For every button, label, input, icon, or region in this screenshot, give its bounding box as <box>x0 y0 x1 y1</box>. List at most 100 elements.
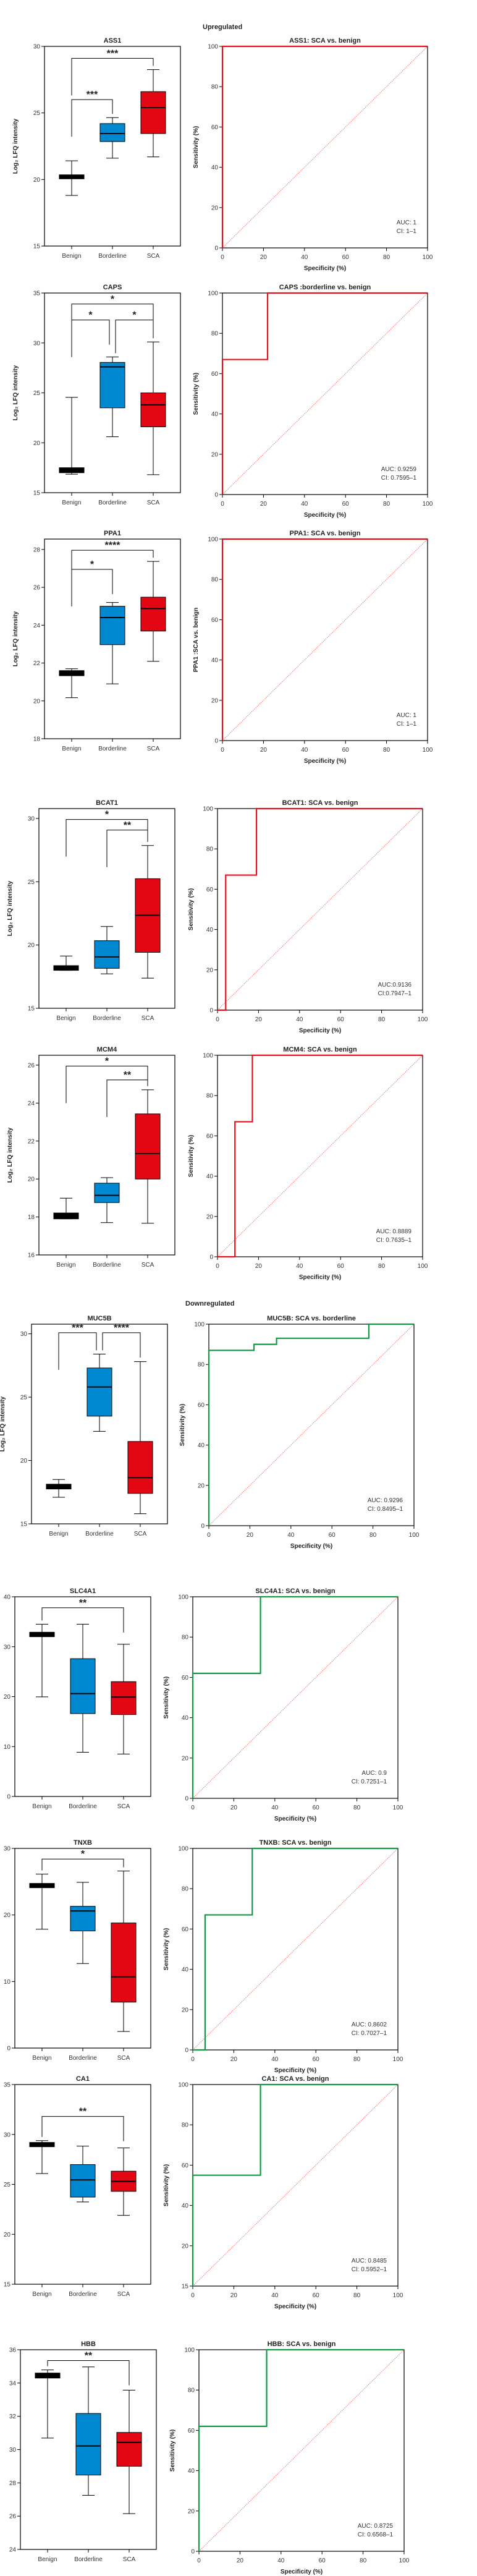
reference-diagonal <box>222 538 428 741</box>
x-tick-label: Benign <box>62 253 81 260</box>
x-tick-label: Benign <box>62 746 81 752</box>
roc-x-tick-label: 20 <box>230 2292 238 2299</box>
panel-hbb: HBB 24 26 28 30 32 34 36 Benign Borderline SCA ** HB… <box>9 2340 410 2575</box>
roc-y-tick-label: 100 <box>178 1594 188 1601</box>
roc-x-tick-label: 100 <box>393 2292 403 2299</box>
y-tick-label: 26 <box>33 585 41 592</box>
boxplot-title: SLC4A1 <box>70 1588 96 1595</box>
section-label-downregulated: Downregulated <box>185 1300 234 1307</box>
y-tick-label: 28 <box>9 2480 17 2487</box>
box-borderline <box>75 2366 101 2496</box>
box-iqr <box>75 2413 101 2476</box>
y-tick-label: 22 <box>28 1138 35 1145</box>
x-tick-label: SCA <box>117 2291 130 2298</box>
roc-x-tick-label: 40 <box>287 1532 295 1539</box>
y-tick-label: 18 <box>28 1214 35 1221</box>
reference-diagonal <box>192 2084 399 2287</box>
roc-x-tick-label: 20 <box>260 747 268 754</box>
ci-value: CI: 1–1 <box>397 228 417 235</box>
roc-x-tick-label: 100 <box>399 2557 410 2564</box>
roc-x-axis-label: Specificity (%) <box>304 265 346 272</box>
roc-curve <box>221 292 428 495</box>
reference-diagonal <box>208 1324 415 1526</box>
ci-value: CI: 0.7027–1 <box>352 2030 387 2037</box>
y-tick-label: 28 <box>33 546 41 553</box>
significance-stars: ** <box>124 820 132 831</box>
x-tick-label: Benign <box>62 499 81 506</box>
y-tick-label: 15 <box>33 244 41 250</box>
roc-y-tick-label: 60 <box>188 2428 195 2434</box>
roc-y-tick-label: 20 <box>211 451 219 458</box>
box-benign <box>35 2370 61 2439</box>
roc-curve <box>208 1323 414 1526</box>
boxplot-y-axis-label: Log₂ LFQ intensity <box>7 880 14 936</box>
roc-x-tick-label: 80 <box>383 501 390 508</box>
roc-y-tick-label: 40 <box>182 1715 189 1722</box>
roc-y-tick-label: 40 <box>182 2203 189 2209</box>
roc-title: MUC5B: SCA vs. borderline <box>267 1315 356 1322</box>
roc-title: CA1: SCA vs. benign <box>262 2075 329 2083</box>
boxplot-title: MUC5B <box>87 1315 111 1322</box>
roc-y-tick-label: 20 <box>188 2508 195 2515</box>
box-benign <box>29 1623 55 1698</box>
boxplot-title: TNXB <box>74 1839 92 1847</box>
roc-y-tick-label: 80 <box>188 2387 195 2394</box>
box-benign <box>29 2140 55 2174</box>
y-tick-label: 35 <box>33 291 41 297</box>
y-tick-label: 20 <box>33 698 41 705</box>
roc-x-tick-label: 0 <box>216 1263 219 1270</box>
box-benign <box>53 1197 79 1220</box>
roc-x-tick-label: 80 <box>353 2292 361 2299</box>
reference-diagonal <box>217 808 423 1011</box>
roc-curve <box>192 1596 398 1798</box>
reference-diagonal <box>192 1596 399 1799</box>
significance-bracket <box>71 99 113 137</box>
auc-value: AUC: 1 <box>397 219 417 226</box>
ci-value: CI: 0.8495–1 <box>368 1506 403 1513</box>
significance-bracket <box>106 830 148 867</box>
roc-x-tick-label: 60 <box>313 1804 320 1811</box>
box-borderline <box>70 2146 96 2203</box>
box-benign <box>46 1479 72 1498</box>
roc-x-tick-label: 20 <box>260 254 268 261</box>
boxplot-title: MCM4 <box>97 1046 117 1053</box>
y-tick-label: 30 <box>33 340 41 347</box>
roc-x-tick-label: 40 <box>301 501 308 508</box>
y-tick-label: 25 <box>4 2182 11 2188</box>
y-tick-label: 0 <box>7 1794 11 1801</box>
roc-y-axis-label: Sensitivity (%) <box>188 1135 195 1177</box>
roc-curve <box>217 1054 423 1258</box>
significance-bracket <box>58 1332 97 1370</box>
reference-diagonal <box>222 292 428 495</box>
roc-y-tick-label: 60 <box>206 1133 214 1140</box>
x-tick-label: SCA <box>134 1531 147 1537</box>
y-tick-label: 20 <box>4 2232 11 2238</box>
significance-bracket <box>47 2360 130 2386</box>
ci-value: CI: 0.7635–1 <box>376 1237 412 1244</box>
roc-x-tick-label: 40 <box>301 747 308 754</box>
y-tick-label: 30 <box>33 44 41 51</box>
panel-muc5b: MUC5B 15 20 25 30 Log₂ LFQ intensity Benign Bor… <box>0 1315 420 1550</box>
roc-curve <box>198 2349 404 2551</box>
roc-y-tick-label: 60 <box>182 1926 189 1933</box>
roc-y-tick-label: 100 <box>184 2347 195 2354</box>
x-tick-label: SCA <box>117 2055 130 2062</box>
y-tick-label: 10 <box>4 1744 11 1751</box>
auc-value: AUC:0.9136 <box>378 982 412 988</box>
roc-x-tick-label: 60 <box>337 1016 345 1023</box>
boxplot-title: ASS1 <box>104 37 122 45</box>
significance-stars: * <box>111 294 115 305</box>
x-tick-label: Benign <box>38 2556 57 2563</box>
y-tick-label: 15 <box>20 1521 28 1528</box>
roc-y-tick-label: 40 <box>198 1442 205 1449</box>
roc-x-tick-label: 20 <box>230 2056 238 2063</box>
roc-x-tick-label: 0 <box>191 1804 195 1811</box>
box-sca <box>111 1871 137 2032</box>
roc-y-tick-label: 20 <box>198 1482 205 1489</box>
significance-stars: *** <box>87 90 98 100</box>
y-tick-label: 30 <box>4 2132 11 2138</box>
roc-y-axis-label: Sensitivity (%) <box>193 126 200 168</box>
roc-x-axis-label: Specificity (%) <box>290 1543 332 1550</box>
y-tick-label: 20 <box>4 1694 11 1701</box>
roc-y-tick-label: 40 <box>206 927 214 933</box>
